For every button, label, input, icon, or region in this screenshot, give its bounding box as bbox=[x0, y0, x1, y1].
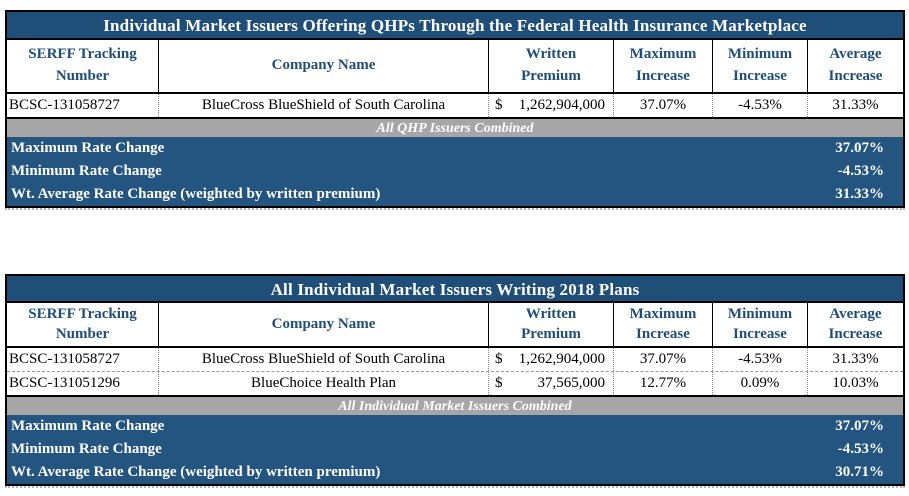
avg-increase-cell: 10.03% bbox=[832, 375, 879, 391]
min-increase-cell: -4.53% bbox=[713, 94, 808, 117]
summary-label: Wt. Average Rate Change (weighted by wri… bbox=[11, 186, 381, 202]
summary-label: Maximum Rate Change bbox=[11, 418, 165, 434]
summary-row-max-rate: Maximum Rate Change 37.07% bbox=[7, 137, 903, 160]
column-header-min-increase: Minimum Increase bbox=[713, 40, 808, 92]
serff-number-cell: BCSC-131058727 bbox=[7, 94, 159, 117]
currency-symbol: $ bbox=[495, 375, 503, 391]
column-header-min-increase: Minimum Increase bbox=[713, 303, 808, 346]
qhp-issuers-table: Individual Market Issuers Offering QHPs … bbox=[5, 10, 905, 208]
summary-row-wt-avg-rate: Wt. Average Rate Change (weighted by wri… bbox=[7, 183, 903, 206]
serff-number-cell: BCSC-131058727 bbox=[7, 348, 159, 371]
column-header-avg-increase: Average Increase bbox=[828, 46, 883, 84]
all-issuers-table-title: All Individual Market Issuers Writing 20… bbox=[7, 276, 903, 303]
column-header-serff: SERFF Tracking Number bbox=[7, 40, 159, 92]
summary-label: Minimum Rate Change bbox=[11, 441, 162, 457]
summary-value: -4.53% bbox=[837, 163, 884, 179]
max-increase-cell: 37.07% bbox=[614, 348, 713, 371]
summary-value: 31.33% bbox=[835, 186, 884, 202]
qhp-header-row: SERFF Tracking Number Company Name Writt… bbox=[7, 40, 903, 94]
table-row: BCSC-131051296 BlueChoice Health Plan $ … bbox=[7, 372, 903, 396]
summary-row-min-rate: Minimum Rate Change -4.53% bbox=[7, 438, 903, 461]
summary-value: -4.53% bbox=[837, 441, 884, 457]
written-premium-cell: $ 1,262,904,000 bbox=[489, 94, 614, 117]
column-header-company: Company Name bbox=[159, 40, 489, 92]
gridline-artifact bbox=[5, 486, 905, 488]
currency-symbol: $ bbox=[495, 97, 503, 113]
summary-row-min-rate: Minimum Rate Change -4.53% bbox=[7, 160, 903, 183]
premium-amount: 1,262,904,000 bbox=[518, 351, 605, 367]
serff-number-cell: BCSC-131051296 bbox=[7, 372, 159, 395]
all-issuers-table: All Individual Market Issuers Writing 20… bbox=[5, 274, 905, 486]
summary-row-wt-avg-rate: Wt. Average Rate Change (weighted by wri… bbox=[7, 461, 903, 484]
premium-amount: 1,262,904,000 bbox=[518, 97, 605, 113]
qhp-table-title: Individual Market Issuers Offering QHPs … bbox=[7, 12, 903, 40]
column-header-serff: SERFF Tracking Number bbox=[7, 303, 159, 346]
summary-value: 30.71% bbox=[835, 464, 884, 480]
column-header-written-premium: Written Premium bbox=[489, 303, 614, 346]
avg-increase-cell: 31.33% bbox=[832, 97, 879, 113]
min-increase-cell: -4.53% bbox=[713, 348, 808, 371]
gridline-artifact bbox=[5, 208, 905, 210]
summary-value: 37.07% bbox=[835, 418, 884, 434]
summary-value: 37.07% bbox=[835, 140, 884, 156]
max-increase-cell: 12.77% bbox=[614, 372, 713, 395]
table-row: BCSC-131058727 BlueCross BlueShield of S… bbox=[7, 94, 903, 118]
max-increase-cell: 37.07% bbox=[614, 94, 713, 117]
column-header-max-increase: Maximum Increase bbox=[614, 40, 713, 92]
column-header-company: Company Name bbox=[159, 303, 489, 346]
summary-label: Minimum Rate Change bbox=[11, 163, 162, 179]
summary-row-max-rate: Maximum Rate Change 37.07% bbox=[7, 415, 903, 438]
avg-increase-cell: 31.33% bbox=[832, 351, 879, 367]
company-name-cell: BlueChoice Health Plan bbox=[159, 372, 489, 395]
column-header-written-premium: Written Premium bbox=[489, 40, 614, 92]
qhp-summary-section: Maximum Rate Change 37.07% Minimum Rate … bbox=[7, 137, 903, 206]
summary-label: Wt. Average Rate Change (weighted by wri… bbox=[11, 464, 381, 480]
all-issuers-header-row: SERFF Tracking Number Company Name Writt… bbox=[7, 303, 903, 348]
qhp-combined-band: All QHP Issuers Combined bbox=[7, 118, 903, 137]
company-name-cell: BlueCross BlueShield of South Carolina bbox=[159, 348, 489, 371]
currency-symbol: $ bbox=[495, 351, 503, 367]
written-premium-cell: $ 1,262,904,000 bbox=[489, 348, 614, 371]
premium-amount: 37,565,000 bbox=[537, 375, 606, 391]
summary-label: Maximum Rate Change bbox=[11, 140, 165, 156]
min-increase-cell: 0.09% bbox=[713, 372, 808, 395]
table-row: BCSC-131058727 BlueCross BlueShield of S… bbox=[7, 348, 903, 372]
all-issuers-summary-section: Maximum Rate Change 37.07% Minimum Rate … bbox=[7, 415, 903, 484]
written-premium-cell: $ 37,565,000 bbox=[489, 372, 614, 395]
company-name-cell: BlueCross BlueShield of South Carolina bbox=[159, 94, 489, 117]
column-header-max-increase: Maximum Increase bbox=[614, 303, 713, 346]
column-header-avg-increase: Average Increase bbox=[828, 306, 883, 342]
all-issuers-combined-band: All Individual Market Issuers Combined bbox=[7, 396, 903, 415]
